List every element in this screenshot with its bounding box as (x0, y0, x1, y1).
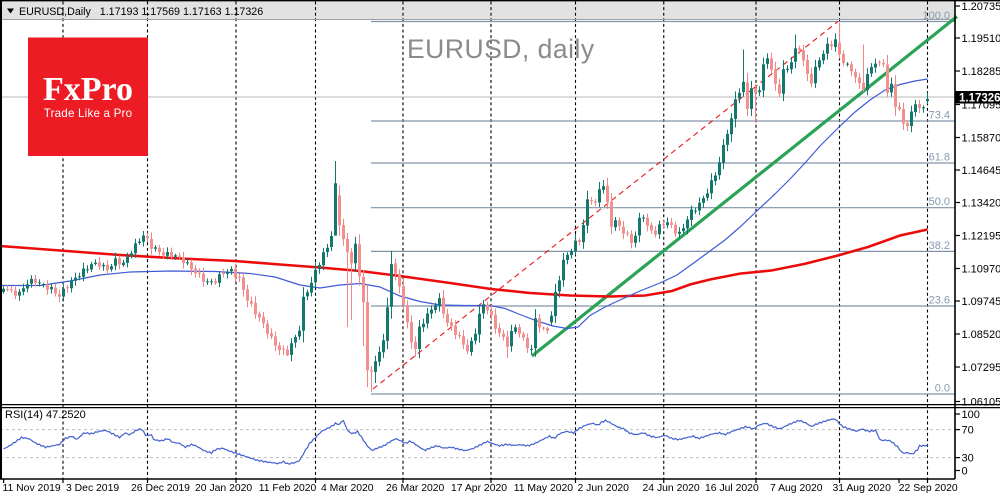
svg-text:1.20735: 1.20735 (962, 1, 1000, 13)
svg-text:30: 30 (962, 453, 974, 465)
svg-text:FxPro: FxPro (43, 71, 133, 108)
svg-text:1.13420: 1.13420 (962, 198, 1000, 210)
svg-text:1.08520: 1.08520 (962, 329, 1000, 341)
svg-text:22 Sep 2020: 22 Sep 2020 (899, 483, 958, 494)
svg-text:16 Jul 2020: 16 Jul 2020 (705, 483, 759, 494)
svg-text:11 May 2020: 11 May 2020 (514, 483, 574, 494)
svg-text:24 Jun 2020: 24 Jun 2020 (643, 483, 700, 494)
svg-text:EURUSD, daily: EURUSD, daily (407, 34, 595, 64)
svg-text:100.0: 100.0 (922, 10, 950, 22)
svg-text:70: 70 (962, 425, 974, 437)
svg-text:1.10970: 1.10970 (962, 264, 1000, 276)
svg-text:RSI(14) 47.2520: RSI(14) 47.2520 (5, 409, 86, 421)
svg-text:1.19510: 1.19510 (962, 33, 1000, 45)
svg-text:7 Aug 2020: 7 Aug 2020 (770, 483, 823, 494)
svg-text:EURUSD,Daily 1.17193 1.17569: EURUSD,Daily 1.17193 1.17569 1.17163 1.1… (19, 6, 263, 18)
svg-text:1.17326: 1.17326 (959, 92, 1000, 104)
svg-text:1.06105: 1.06105 (962, 397, 1000, 409)
svg-text:1.14645: 1.14645 (962, 165, 1000, 177)
svg-text:26 Dec 2019: 26 Dec 2019 (131, 483, 190, 494)
svg-text:11 Feb 2020: 11 Feb 2020 (259, 483, 317, 494)
svg-text:17 Apr 2020: 17 Apr 2020 (451, 483, 507, 494)
svg-text:31 Aug 2020: 31 Aug 2020 (833, 483, 892, 494)
svg-text:50.0: 50.0 (929, 196, 950, 208)
svg-text:26 Mar 2020: 26 Mar 2020 (386, 483, 445, 494)
svg-text:1.09745: 1.09745 (962, 296, 1000, 308)
svg-text:3 Dec 2019: 3 Dec 2019 (66, 483, 119, 494)
svg-text:73.4: 73.4 (929, 110, 950, 122)
svg-text:2 Jun 2020: 2 Jun 2020 (578, 483, 630, 494)
svg-text:0: 0 (962, 466, 968, 478)
svg-text:61.8: 61.8 (929, 152, 950, 164)
svg-text:1.15870: 1.15870 (962, 133, 1000, 145)
svg-text:0.0: 0.0 (935, 383, 950, 395)
svg-text:1.18285: 1.18285 (962, 66, 1000, 78)
svg-text:11 Nov 2019: 11 Nov 2019 (3, 483, 61, 494)
svg-text:Trade Like a Pro: Trade Like a Pro (44, 107, 132, 120)
svg-text:23.6: 23.6 (929, 295, 950, 307)
svg-text:1.12195: 1.12195 (962, 231, 1000, 243)
svg-text:1.07295: 1.07295 (962, 362, 1000, 374)
svg-text:4 Mar 2020: 4 Mar 2020 (321, 483, 374, 494)
svg-text:38.2: 38.2 (929, 240, 950, 252)
svg-text:20 Jan 2020: 20 Jan 2020 (195, 483, 252, 494)
svg-text:100: 100 (962, 409, 980, 421)
